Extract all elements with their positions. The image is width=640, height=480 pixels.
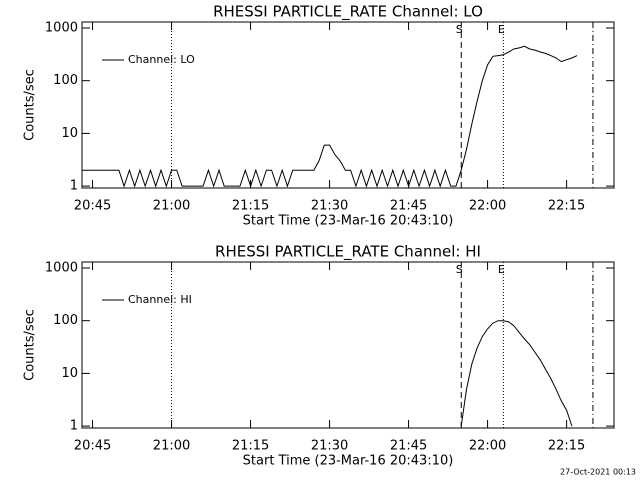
y-axis-label: Counts/sec <box>23 309 38 381</box>
x-tick-label: 21:00 <box>153 439 190 454</box>
x-tick-label: 22:15 <box>548 439 585 454</box>
x-tick-label: 21:15 <box>232 439 269 454</box>
data-line <box>460 320 573 427</box>
y-axis-label: Counts/sec <box>23 69 38 141</box>
plot-frame <box>81 261 615 429</box>
legend-label: Channel: LO <box>128 53 195 66</box>
chart-title: RHESSI PARTICLE_RATE Channel: HI <box>215 243 481 262</box>
x-tick-label: 20:45 <box>74 199 111 214</box>
y-tick-label: 10 <box>61 126 78 141</box>
y-tick-label: 1 <box>70 419 78 434</box>
footer: 27-Oct-2021 00:13 <box>560 468 636 477</box>
marker-label: E <box>498 23 505 36</box>
x-tick-label: 21:45 <box>390 439 427 454</box>
x-tick-label: 21:00 <box>153 199 190 214</box>
x-tick-label: 21:30 <box>311 439 348 454</box>
y-tick-label: 1000 <box>45 261 78 276</box>
x-tick-label: 22:15 <box>548 199 585 214</box>
y-tick-label: 10 <box>61 366 78 381</box>
marker-label: S <box>456 23 463 36</box>
y-tick-label: 1 <box>70 179 78 194</box>
x-tick-label: 20:45 <box>74 439 111 454</box>
x-tick-label: 21:15 <box>232 199 269 214</box>
x-tick-label: 21:45 <box>390 199 427 214</box>
y-tick-label: 1000 <box>45 21 78 36</box>
y-tick-label: 100 <box>53 73 78 88</box>
x-axis-label: Start Time (23-Mar-16 20:43:10) <box>243 214 454 229</box>
marker-label: E <box>498 263 505 276</box>
x-tick-label: 22:00 <box>469 199 506 214</box>
x-tick-label: 22:00 <box>469 439 506 454</box>
x-axis-label: Start Time (23-Mar-16 20:43:10) <box>243 454 454 469</box>
data-line <box>82 45 578 188</box>
plot-frame <box>81 21 615 189</box>
y-tick-label: 100 <box>53 313 78 328</box>
legend-label: Channel: HI <box>128 293 192 306</box>
chart-title: RHESSI PARTICLE_RATE Channel: LO <box>213 3 483 22</box>
marker-label: S <box>456 263 463 276</box>
x-tick-label: 21:30 <box>311 199 348 214</box>
